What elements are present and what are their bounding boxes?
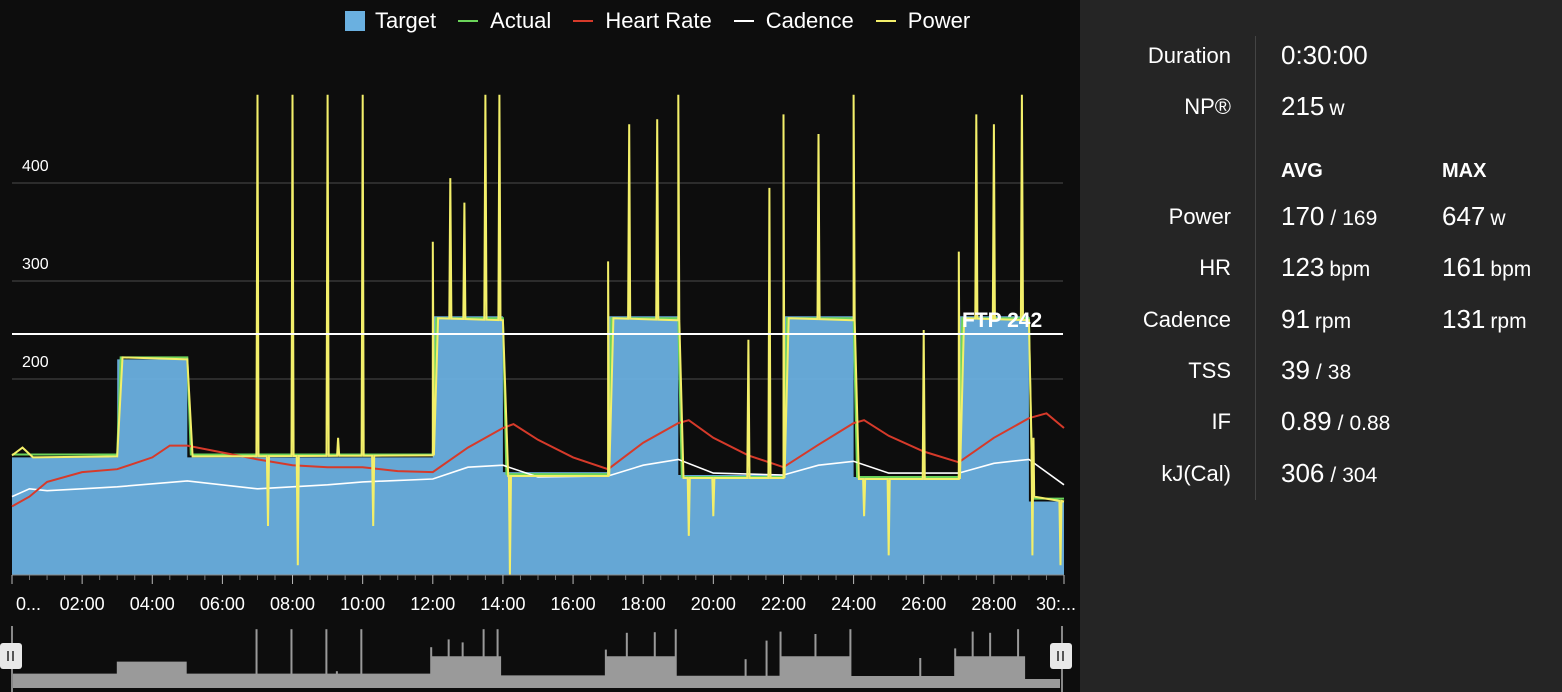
avg-header: AVG <box>1281 160 1323 182</box>
kj-avg-sep: / <box>1330 464 1337 487</box>
power-avg-secondary: 169 <box>1342 207 1378 230</box>
if-avg-sep: / <box>1337 412 1344 435</box>
hr-avg: 123 bpm <box>1281 252 1370 283</box>
legend-heart-rate-swatch <box>573 20 594 22</box>
if-label: IF <box>1211 409 1231 434</box>
x-tick-label-10: 20:00 <box>691 594 736 614</box>
legend-heart-rate[interactable]: Heart Rate <box>573 8 712 34</box>
legend-target[interactable]: Target <box>345 8 436 34</box>
np-label: NP® <box>1184 94 1231 119</box>
tss-avg-sep: / <box>1315 361 1322 384</box>
x-tick-label-14: 28:00 <box>971 594 1016 614</box>
tss-label: TSS <box>1188 358 1231 383</box>
x-tick-label-2: 04:00 <box>130 594 175 614</box>
power-avg-sep: / <box>1330 207 1337 230</box>
legend-power-swatch <box>875 20 896 22</box>
overview-target-area <box>12 656 1060 688</box>
legend-cadence-label: Cadence <box>765 8 854 33</box>
tss-avg: 39/38 <box>1281 355 1351 386</box>
power-max: 647 w <box>1442 201 1506 232</box>
x-tick-label-8: 16:00 <box>551 594 596 614</box>
power-max-unit: w <box>1490 207 1506 230</box>
legend-actual-swatch <box>458 20 479 22</box>
x-tick-label-11: 22:00 <box>761 594 806 614</box>
x-tick-label-4: 08:00 <box>270 594 315 614</box>
y-tick-200: 200 <box>22 354 49 371</box>
x-tick-label-7: 14:00 <box>480 594 525 614</box>
legend-cadence-swatch <box>733 20 754 22</box>
target-area <box>12 316 1064 575</box>
x-tick-label-12: 24:00 <box>831 594 876 614</box>
cadence-max: 131 rpm <box>1442 304 1527 335</box>
power-avg: 170/169 <box>1281 201 1377 232</box>
y-tick-400: 400 <box>22 158 49 175</box>
legend-cadence[interactable]: Cadence <box>733 8 854 34</box>
x-tick-label-6: 12:00 <box>410 594 455 614</box>
legend-target-label: Target <box>375 8 437 33</box>
scrub-handle-right[interactable] <box>1050 643 1072 669</box>
power-label: Power <box>1168 204 1231 229</box>
legend-heart-rate-label: Heart Rate <box>605 8 712 33</box>
x-tick-label-5: 10:00 <box>340 594 385 614</box>
power-max-value: 647 <box>1442 201 1486 231</box>
kj-label: kJ(Cal) <box>1161 461 1231 486</box>
cadence-max-value: 131 <box>1442 304 1486 334</box>
hr-avg-unit: bpm <box>1329 258 1371 281</box>
scrub-handle-left[interactable] <box>0 643 22 669</box>
stats-panel: Duration 0:30:00 NP® 215 w AVG MAX Power … <box>1080 0 1562 692</box>
duration-value: 0:30:00 <box>1281 40 1368 70</box>
x-tick-label-13: 26:00 <box>901 594 946 614</box>
x-tick-label-1: 02:00 <box>60 594 105 614</box>
if-avg: 0.89/0.88 <box>1281 406 1390 437</box>
x-tick-label-3: 06:00 <box>200 594 245 614</box>
tss-avg-secondary: 38 <box>1327 361 1352 384</box>
legend-actual[interactable]: Actual <box>458 8 551 34</box>
hr-label: HR <box>1199 255 1231 280</box>
x-tick-label-0: 0... <box>16 594 41 614</box>
power-line <box>11 94 1065 576</box>
legend-power[interactable]: Power <box>875 8 971 34</box>
power-avg-value: 170 <box>1281 201 1325 231</box>
y-tick-300: 300 <box>22 256 49 273</box>
cadence-max-unit: rpm <box>1490 310 1527 333</box>
x-tick-label-15: 30:... <box>1036 594 1076 614</box>
workout-chart[interactable]: 200 300 400 FTP 242 0... 02:00 04:00 06:00 08:… <box>0 0 1080 620</box>
tss-avg-value: 39 <box>1281 355 1310 385</box>
np-unit: w <box>1329 97 1345 120</box>
np-value: 215 w <box>1281 91 1345 122</box>
legend-power-label: Power <box>907 8 971 33</box>
overview-scrubber[interactable] <box>0 0 1080 692</box>
cadence-avg-value: 91 <box>1281 304 1310 334</box>
legend-actual-label: Actual <box>490 8 552 33</box>
if-avg-value: 0.89 <box>1281 406 1332 436</box>
chart-legend: Target Actual Heart Rate Cadence Power <box>345 8 970 34</box>
ftp-label: FTP 242 <box>962 309 1042 332</box>
cadence-avg: 91 rpm <box>1281 304 1351 335</box>
hr-avg-value: 123 <box>1281 252 1325 282</box>
kj-avg: 306/304 <box>1281 458 1377 489</box>
stats-divider <box>1255 36 1256 500</box>
if-avg-secondary: 0.88 <box>1349 412 1391 435</box>
heart-rate-line <box>11 412 1065 508</box>
np-number: 215 <box>1281 91 1325 121</box>
kj-avg-secondary: 304 <box>1342 464 1378 487</box>
hr-max: 161 bpm <box>1442 252 1531 283</box>
x-tick-label-9: 18:00 <box>621 594 666 614</box>
hr-max-unit: bpm <box>1490 258 1532 281</box>
chart-panel: 200 300 400 FTP 242 0... 02:00 04:00 06:00 08:… <box>0 0 1080 692</box>
legend-target-swatch <box>345 11 365 31</box>
max-header: MAX <box>1442 160 1487 182</box>
cadence-avg-unit: rpm <box>1314 310 1352 333</box>
kj-avg-value: 306 <box>1281 458 1325 488</box>
cadence-label: Cadence <box>1142 307 1231 332</box>
duration-label: Duration <box>1147 43 1231 68</box>
hr-max-value: 161 <box>1442 252 1486 282</box>
